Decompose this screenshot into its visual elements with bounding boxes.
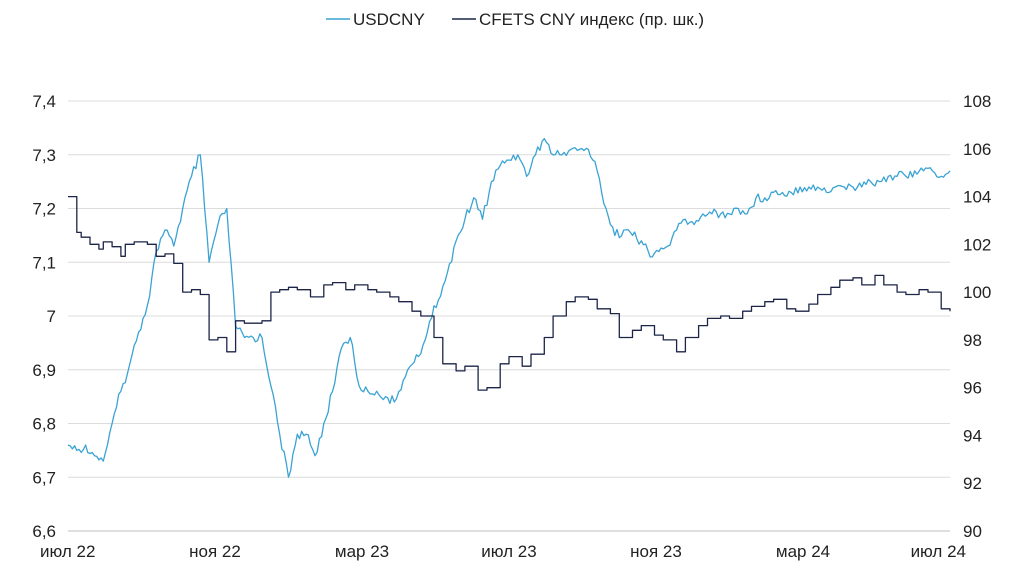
right-tick-label: 96: [963, 379, 982, 398]
right-tick-label: 104: [963, 188, 991, 207]
series-line-usdcny: [67, 137, 951, 478]
left-tick-label: 7,1: [32, 253, 56, 272]
x-tick-label: мар 23: [335, 542, 389, 561]
x-tick-label: ноя 23: [630, 542, 682, 561]
legend-label-usdcny: USDCNY: [353, 10, 425, 29]
right-tick-label: 90: [963, 522, 982, 541]
right-tick-label: 100: [963, 283, 991, 302]
x-tick-label: мар 24: [776, 542, 830, 561]
right-tick-label: 94: [963, 426, 982, 445]
left-tick-label: 7,2: [32, 200, 56, 219]
left-tick-label: 7,4: [32, 92, 56, 111]
left-tick-label: 6,7: [32, 468, 56, 487]
gridlines: [68, 100, 950, 532]
x-axis: июл 22 ноя 22 мар 23 июл 23 ноя 23 мар 24 июл …: [40, 542, 966, 561]
right-tick-label: 108: [963, 92, 991, 111]
series-layer: [67, 137, 951, 478]
left-tick-label: 6,6: [32, 522, 56, 541]
left-tick-label: 7,3: [32, 146, 56, 165]
right-axis: 90 92 94 96 98 100 102 104 106 108: [963, 92, 991, 541]
legend-label-cfets: CFETS CNY индекс (пр. шк.): [479, 10, 704, 29]
right-tick-label: 102: [963, 235, 991, 254]
x-tick-label: ноя 22: [189, 542, 241, 561]
series-line-cfets: [68, 195, 951, 391]
left-tick-label: 7: [47, 307, 56, 326]
x-tick-label: июл 23: [481, 542, 536, 561]
right-tick-label: 106: [963, 140, 991, 159]
right-tick-label: 92: [963, 474, 982, 493]
x-tick-label: июл 24: [911, 542, 966, 561]
right-tick-label: 98: [963, 331, 982, 350]
legend: USDCNY CFETS CNY индекс (пр. шк.): [326, 10, 704, 29]
left-tick-label: 6,8: [32, 415, 56, 434]
left-axis: 6,6 6,7 6,8 6,9 7 7,1 7,2 7,3 7,4: [32, 92, 56, 541]
x-tick-label: июл 22: [40, 542, 95, 561]
left-tick-label: 6,9: [32, 361, 56, 380]
